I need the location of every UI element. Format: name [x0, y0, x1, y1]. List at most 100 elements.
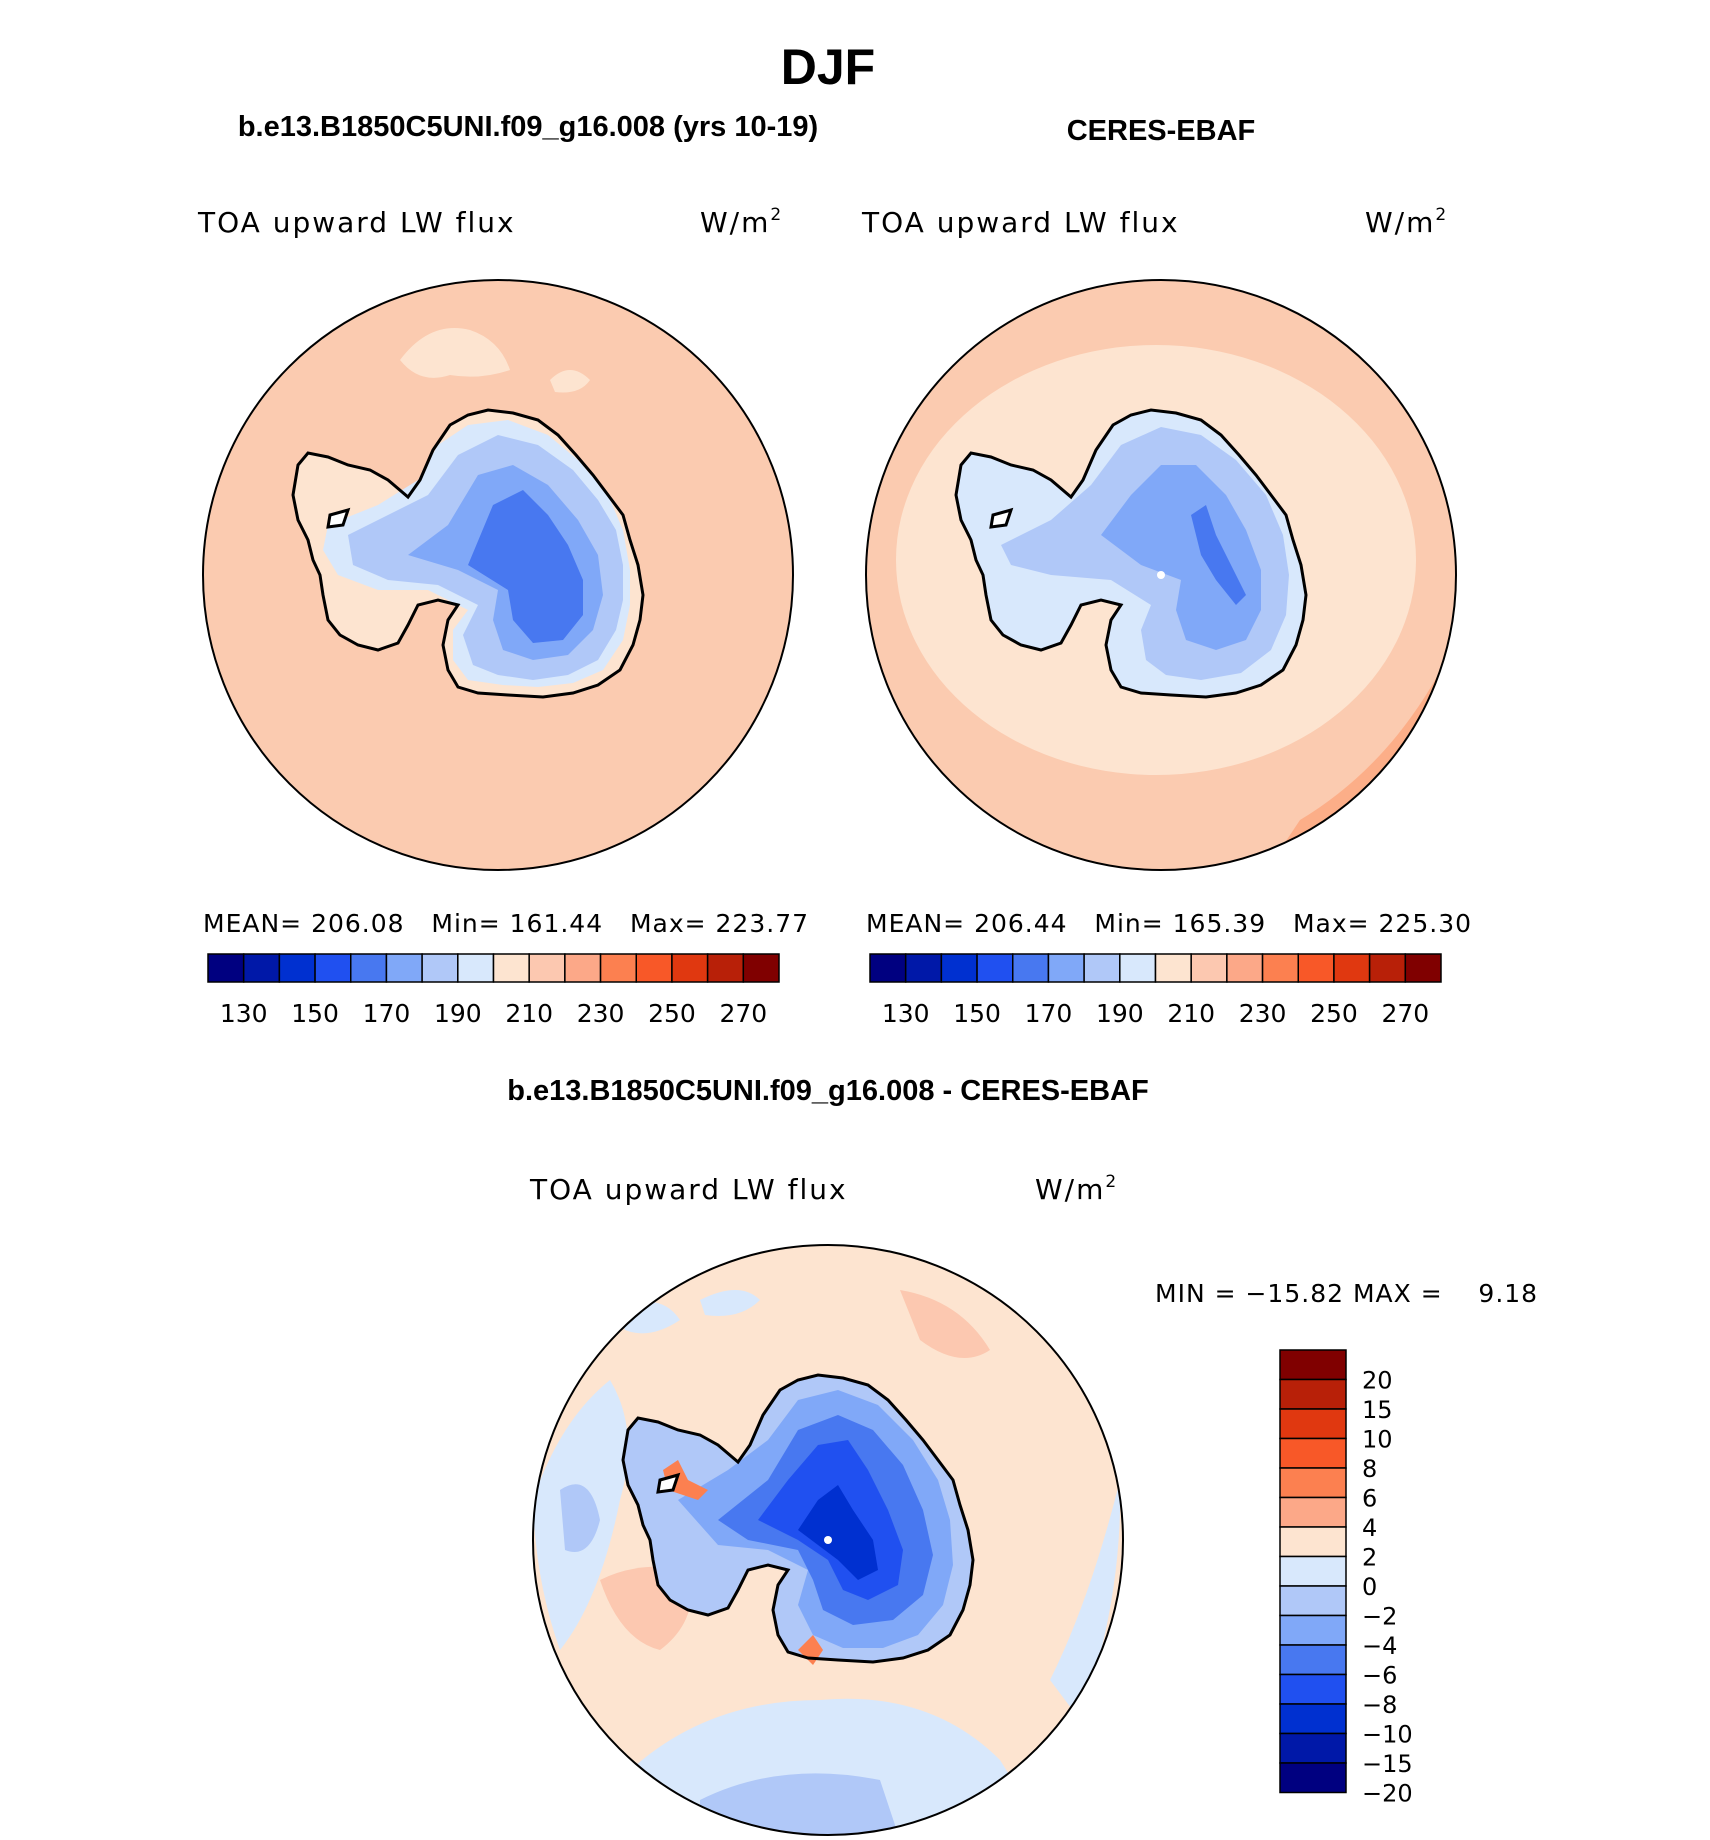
- panel-obs: CERES-EBAF TOA upward LW flux W/m2 MEAN=…: [861, 115, 1472, 1028]
- colorbar-diff-tick-label: −6: [1362, 1662, 1397, 1690]
- colorbar-obs-swatch: [1119, 953, 1157, 983]
- colorbar-diff-tick-label: 6: [1362, 1485, 1377, 1513]
- colorbar-diff-swatch: [1279, 1703, 1347, 1735]
- colorbar-obs-swatch: [1404, 953, 1442, 983]
- map-obs-border: [865, 279, 1457, 871]
- colorbar-model: 130 150 170 190 210 230 250 270: [207, 953, 780, 1028]
- panel-obs-header: CERES-EBAF: [1067, 115, 1256, 147]
- panel-obs-variable: TOA upward LW flux: [861, 206, 1180, 239]
- panel-model: b.e13.B1850C5UNI.f09_g16.008 (yrs 10-19)…: [197, 111, 818, 1028]
- colorbar-obs-swatch: [1297, 953, 1335, 983]
- colorbar-obs-swatch: [1368, 953, 1407, 983]
- map-obs: [866, 280, 1456, 870]
- panel-diff-variable: TOA upward LW flux: [529, 1173, 848, 1206]
- colorbar-model-tick-label: 130: [220, 999, 268, 1028]
- panel-diff: b.e13.B1850C5UNI.f09_g16.008 - CERES-EBA…: [507, 1075, 1538, 1836]
- colorbar-model-swatch: [599, 953, 637, 983]
- colorbar-obs-tick-label: 130: [882, 999, 930, 1028]
- colorbar-diff-swatch: [1279, 1762, 1347, 1794]
- colorbar-obs-swatch: [976, 953, 1014, 983]
- colorbar-model-swatch: [242, 953, 281, 983]
- colorbar-diff-swatch: [1279, 1496, 1347, 1528]
- colorbar-model-tick-label: 270: [719, 999, 767, 1028]
- colorbar-diff-tick-label: −15: [1362, 1750, 1413, 1778]
- colorbar-obs-swatch: [940, 953, 978, 983]
- colorbar-model-swatch: [457, 953, 495, 983]
- colorbar-obs-swatch: [1047, 953, 1085, 983]
- map-model: [203, 280, 793, 870]
- colorbar-diff-tick-label: −8: [1362, 1691, 1397, 1719]
- colorbar-model-swatch: [385, 953, 423, 983]
- colorbar-diff-tick-label: 10: [1362, 1426, 1393, 1454]
- panel-model-variable: TOA upward LW flux: [197, 206, 516, 239]
- panel-model-stats: MEAN= 206.08 Min= 161.44 Max= 223.77: [203, 909, 809, 938]
- panel-obs-units: W/m2: [1365, 205, 1448, 239]
- colorbar-diff-swatch: [1279, 1673, 1347, 1705]
- colorbar-diff-tick-label: 20: [1362, 1367, 1393, 1395]
- colorbar-obs-tick-label: 190: [1096, 999, 1144, 1028]
- panel-diff-stats: MIN = −15.82 MAX = 9.18: [1155, 1279, 1538, 1308]
- colorbar-obs-swatch: [1226, 953, 1264, 983]
- colorbar-obs-tick-label: 210: [1167, 999, 1215, 1028]
- colorbar-model-tick-label: 210: [505, 999, 553, 1028]
- colorbar-obs-swatch: [1261, 953, 1299, 983]
- colorbar-model-swatch: [742, 953, 780, 983]
- colorbar-diff-swatch: [1279, 1555, 1347, 1587]
- colorbar-obs-tick-label: 250: [1310, 999, 1358, 1028]
- colorbar-diff-tick-label: 8: [1362, 1455, 1377, 1483]
- panel-diff-header: b.e13.B1850C5UNI.f09_g16.008 - CERES-EBA…: [507, 1075, 1148, 1107]
- colorbar-diff-swatch: [1279, 1349, 1347, 1381]
- colorbar-diff-tick-label: 15: [1362, 1396, 1393, 1424]
- colorbar-model-swatch: [671, 953, 709, 983]
- colorbar-model-tick-label: 250: [648, 999, 696, 1028]
- colorbar-model-swatch: [314, 953, 352, 983]
- colorbar-diff-swatch: [1279, 1408, 1347, 1440]
- colorbar-obs-tick-label: 230: [1239, 999, 1287, 1028]
- colorbar-obs-swatch: [1333, 953, 1371, 983]
- colorbar-model-swatch: [635, 953, 673, 983]
- colorbar-model-tick-label: 150: [291, 999, 339, 1028]
- map-model-border: [202, 279, 794, 871]
- colorbar-diff-swatch: [1279, 1585, 1347, 1617]
- colorbar-model-tick-label: 230: [577, 999, 625, 1028]
- colorbar-obs-swatch: [904, 953, 943, 983]
- colorbar-obs-tick-label: 170: [1025, 999, 1073, 1028]
- colorbar-obs-tick-label: 150: [953, 999, 1001, 1028]
- colorbar-diff-tick-label: −10: [1362, 1721, 1413, 1749]
- colorbar-model-swatch: [564, 953, 602, 983]
- colorbar-model-swatch: [207, 953, 245, 983]
- colorbar-model-tick-label: 170: [363, 999, 411, 1028]
- colorbar-diff-swatch: [1279, 1378, 1347, 1410]
- colorbar-diff-tick-label: 2: [1362, 1544, 1377, 1572]
- figure-title: DJF: [781, 39, 875, 95]
- map-diff-border: [532, 1244, 1124, 1836]
- colorbar-model-swatch: [706, 953, 745, 983]
- colorbar-diff-tick-label: −4: [1362, 1632, 1397, 1660]
- colorbar-obs-swatch: [1012, 953, 1050, 983]
- colorbar-obs-tick-label: 270: [1381, 999, 1429, 1028]
- map-diff: [533, 1245, 1123, 1835]
- colorbar-model-swatch: [350, 953, 388, 983]
- panel-model-units: W/m2: [700, 205, 783, 239]
- colorbar-diff-swatch: [1279, 1437, 1347, 1469]
- colorbar-diff-swatch: [1279, 1467, 1347, 1499]
- colorbar-diff-tick-label: −20: [1362, 1780, 1413, 1808]
- panel-obs-stats: MEAN= 206.44 Min= 165.39 Max= 225.30: [866, 909, 1472, 938]
- colorbar-model-tick-label: 190: [434, 999, 482, 1028]
- colorbar-obs-swatch: [1083, 953, 1121, 983]
- colorbar-diff-swatch: [1279, 1614, 1347, 1646]
- colorbar-diff-tick-label: 4: [1362, 1514, 1377, 1542]
- colorbar-diff-tick-label: −2: [1362, 1603, 1397, 1631]
- colorbar-diff-swatch: [1279, 1526, 1347, 1558]
- colorbar-obs: 130 150 170 190 210 230 250 270: [869, 953, 1442, 1028]
- colorbar-diff-swatch: [1279, 1644, 1347, 1676]
- panel-diff-units: W/m2: [1035, 1172, 1118, 1206]
- colorbar-obs-swatch: [1190, 953, 1228, 983]
- colorbar-diff-swatch: [1279, 1732, 1347, 1764]
- colorbar-model-swatch: [421, 953, 459, 983]
- colorbar-model-swatch: [278, 953, 316, 983]
- panel-model-header: b.e13.B1850C5UNI.f09_g16.008 (yrs 10-19): [238, 111, 818, 143]
- colorbar-diff-tick-label: 0: [1362, 1573, 1377, 1601]
